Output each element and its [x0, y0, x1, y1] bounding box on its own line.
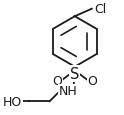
Text: O: O [88, 74, 97, 87]
Text: Cl: Cl [94, 3, 107, 16]
Text: HO: HO [3, 95, 22, 108]
Text: O: O [52, 74, 62, 87]
Text: S: S [70, 66, 79, 81]
Text: NH: NH [59, 84, 77, 97]
